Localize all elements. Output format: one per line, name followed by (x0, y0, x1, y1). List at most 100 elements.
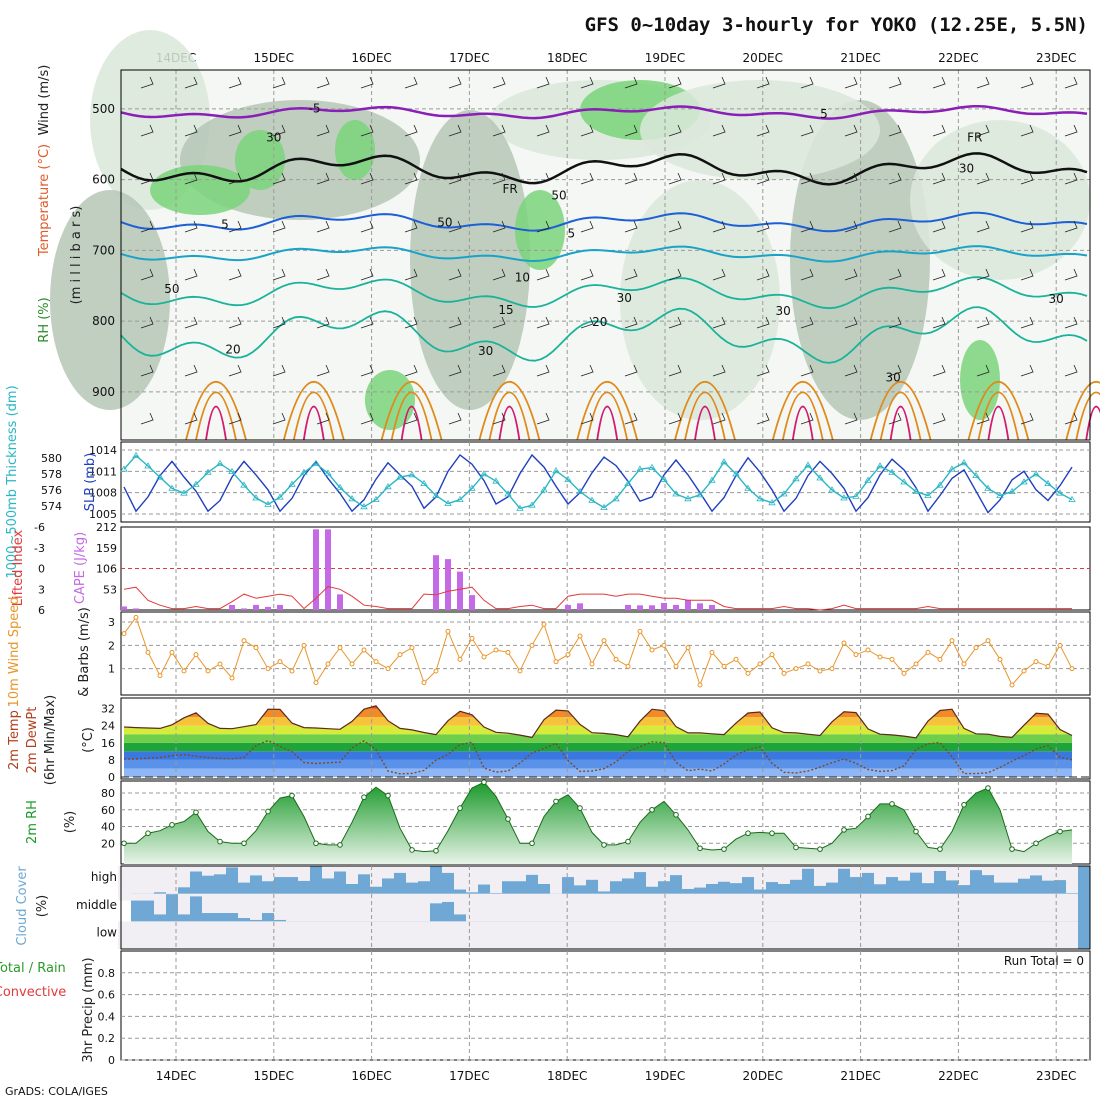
date-tick-label: 22DEC (938, 51, 978, 65)
cape-bar (121, 606, 127, 610)
panel-frame (120, 611, 1091, 696)
wind-barb (756, 220, 770, 233)
wind-barb (712, 124, 726, 137)
cloud-gap (286, 893, 298, 922)
cloud-gap (166, 893, 178, 895)
wind10-point (829, 666, 835, 672)
thickness-point (312, 459, 320, 466)
cloud-gap (970, 921, 982, 949)
cape-bar (709, 604, 715, 610)
cloud-gap (430, 893, 442, 904)
wind10-point (961, 661, 967, 667)
wind-barb (228, 364, 242, 377)
slp-thickness-panel: 1005 1008 1011 1014 574 576 578 580 1000~500mb T… (5, 385, 1091, 579)
wind-barb (624, 172, 638, 185)
cloud-gap (838, 893, 850, 922)
wind-barb (800, 412, 814, 425)
axis-label: Total / Rain (0, 961, 66, 976)
cloud-gap (358, 893, 370, 922)
wind-barb (404, 364, 418, 377)
rh-area (124, 782, 1072, 864)
cape-bar (241, 608, 247, 610)
wind-barb (184, 364, 198, 377)
thickness-point (600, 503, 608, 510)
cloud-gap (394, 866, 406, 873)
rh-point (505, 816, 511, 822)
rh-point (457, 805, 463, 811)
thickness-point (792, 475, 800, 482)
cloud-gap (550, 866, 562, 894)
wind10-point (793, 666, 799, 672)
cloud-gap (334, 893, 346, 922)
wind-barb (976, 76, 990, 89)
cloud-gap (418, 893, 430, 922)
cloud-gap (514, 866, 526, 882)
cloud-gap (358, 921, 370, 949)
cloud-gap (562, 921, 574, 949)
contour-label: 30 (959, 162, 974, 176)
wind-barb (1020, 172, 1034, 185)
cloud-gap (658, 893, 670, 922)
cloud-gap (634, 921, 646, 949)
wind-barb (272, 316, 286, 329)
cloud-gap (358, 866, 370, 875)
cloud-gap (910, 893, 922, 922)
wind-barb (932, 412, 946, 425)
wind-barb (756, 268, 770, 281)
wind10-point (1021, 668, 1027, 674)
y-tick-label: 800 (92, 314, 115, 328)
wind10-point (133, 614, 139, 620)
contour-label: 10 (515, 271, 530, 285)
wind-barb (140, 220, 154, 233)
wind10-point (337, 645, 343, 651)
cape-bar (685, 599, 691, 610)
y-tick-label: 24 (101, 720, 115, 733)
thickness-point (252, 494, 260, 501)
axis-label-2: (m i l l i b a r s) (69, 206, 84, 305)
cape-bar (637, 605, 643, 610)
contour-label: 5 (221, 218, 229, 232)
cloud-gap (394, 921, 406, 949)
wind-barb (756, 364, 770, 377)
y-tick-label: 0.2 (98, 1032, 116, 1045)
date-tick-label: 20DEC (743, 1069, 783, 1083)
cloud-gap (838, 866, 850, 869)
wind10-point (865, 647, 871, 653)
wind10-point (757, 661, 763, 667)
thickness-point (912, 487, 920, 494)
cloud-gap (118, 866, 130, 894)
cloud-gap (418, 921, 430, 949)
wind-barb (712, 268, 726, 281)
thickness-point (588, 496, 596, 503)
cloud-gap (1030, 893, 1042, 922)
cloud-gap (466, 921, 478, 949)
cloud-gap (250, 921, 262, 949)
cloud-gap (790, 921, 802, 949)
wind-barb (800, 76, 814, 89)
wind-barb (492, 124, 506, 137)
wind-barb (580, 220, 594, 233)
cloud-gap (214, 921, 226, 949)
wind10-point (913, 661, 919, 667)
wind-barb (976, 124, 990, 137)
contour-label: 20 (592, 315, 607, 329)
temp-band (124, 768, 1072, 777)
cloud-gap (574, 921, 586, 949)
cloud-gap (946, 921, 958, 949)
cloud-gap (274, 893, 286, 920)
wind-barb (272, 172, 286, 185)
contour-label: 30 (886, 370, 901, 384)
cloud-gap (934, 921, 946, 949)
rh-point (601, 842, 607, 848)
y-tick-label: 578 (41, 468, 62, 481)
rh-point (577, 805, 583, 811)
thickness-point (516, 504, 524, 511)
cloud-gap (958, 921, 970, 949)
contour-label: 30 (776, 304, 791, 318)
panel-frame (120, 865, 1091, 950)
thickness-point (420, 479, 428, 486)
cloud-gap (490, 866, 502, 894)
thickness-point (480, 470, 488, 477)
wind-barb (580, 172, 594, 185)
cloud-gap (562, 893, 574, 922)
